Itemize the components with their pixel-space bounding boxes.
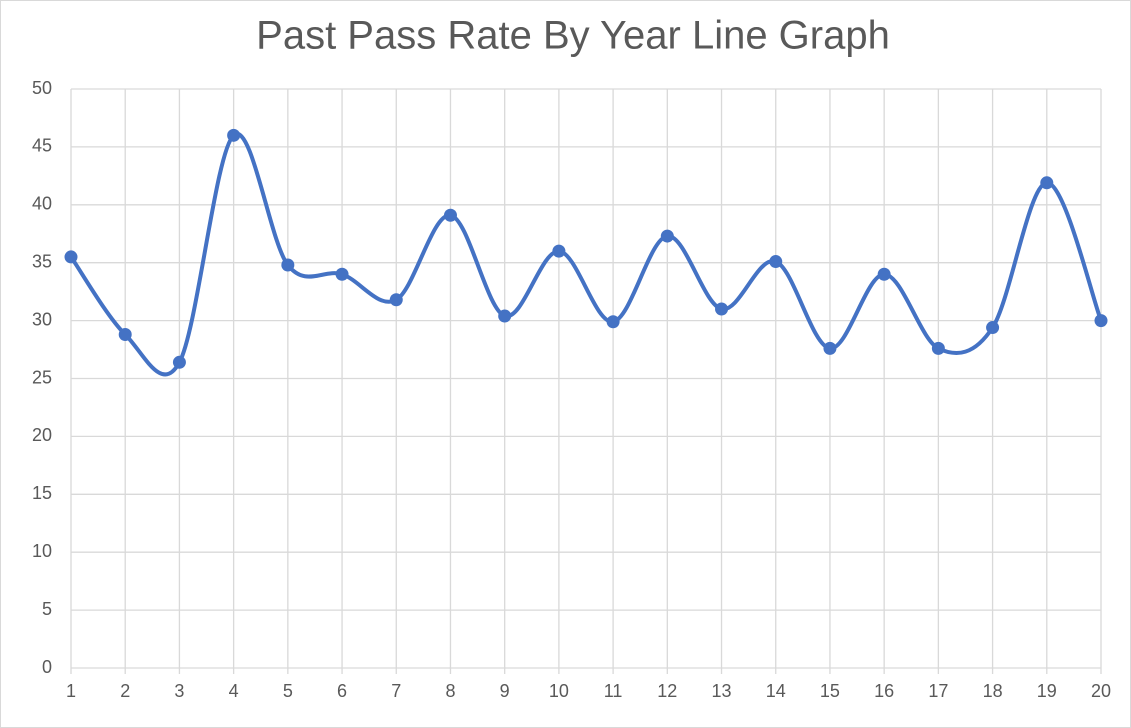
- marker: [227, 128, 241, 142]
- y-tick-label: 45: [32, 136, 52, 156]
- y-tick-label: 5: [42, 599, 52, 619]
- y-tick-label: 35: [32, 251, 52, 271]
- marker: [172, 355, 186, 369]
- x-tick-label: 8: [445, 681, 455, 701]
- x-tick-label: 15: [820, 681, 840, 701]
- marker: [389, 293, 403, 307]
- marker: [118, 327, 132, 341]
- x-tick-label: 17: [928, 681, 948, 701]
- y-tick-label: 0: [42, 657, 52, 677]
- marker: [769, 255, 783, 269]
- x-tick-label: 19: [1037, 681, 1057, 701]
- x-tick-label: 10: [549, 681, 569, 701]
- x-tick-label: 1: [66, 681, 76, 701]
- marker: [552, 244, 566, 258]
- x-tick-label: 20: [1091, 681, 1111, 701]
- y-tick-label: 50: [32, 78, 52, 98]
- marker: [986, 321, 1000, 335]
- marker: [660, 229, 674, 243]
- x-tick-label: 6: [337, 681, 347, 701]
- x-tick-label: 16: [874, 681, 894, 701]
- x-tick-label: 3: [174, 681, 184, 701]
- marker: [606, 315, 620, 329]
- x-tick-label: 5: [283, 681, 293, 701]
- chart-title: Past Pass Rate By Year Line Graph: [256, 14, 890, 58]
- y-tick-label: 20: [32, 425, 52, 445]
- x-tick-label: 12: [657, 681, 677, 701]
- x-tick-label: 13: [712, 681, 732, 701]
- y-tick-label: 40: [32, 194, 52, 214]
- marker: [715, 302, 729, 316]
- x-tick-label: 18: [983, 681, 1003, 701]
- y-tick-label: 25: [32, 367, 52, 387]
- x-tick-label: 14: [766, 681, 786, 701]
- x-tick-label: 11: [604, 681, 623, 701]
- x-tick-label: 7: [391, 681, 401, 701]
- y-tick-label: 30: [32, 309, 52, 329]
- y-tick-label: 15: [32, 483, 52, 503]
- marker: [823, 341, 837, 355]
- marker: [335, 267, 349, 281]
- marker: [498, 309, 512, 323]
- marker: [281, 258, 295, 272]
- x-tick-label: 9: [500, 681, 510, 701]
- marker: [931, 341, 945, 355]
- marker: [64, 250, 78, 264]
- y-tick-label: 10: [32, 541, 52, 561]
- x-tick-label: 2: [120, 681, 130, 701]
- marker: [877, 267, 891, 281]
- marker: [1040, 176, 1054, 190]
- x-tick-label: 4: [229, 681, 239, 701]
- marker: [1094, 314, 1108, 328]
- marker: [443, 208, 457, 222]
